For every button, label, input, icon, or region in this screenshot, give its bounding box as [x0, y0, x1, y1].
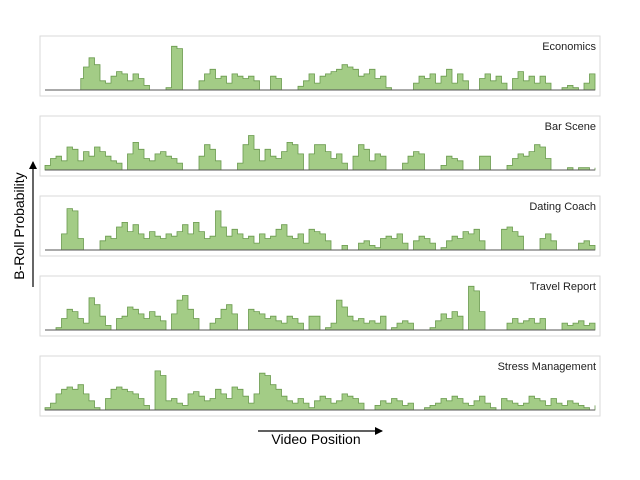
panel-title: Stress Management — [498, 361, 596, 373]
panel-bar-scene: Bar Scene — [39, 115, 601, 177]
panels-container: Economics Bar Scene Dating Coach Travel Rep… — [39, 35, 601, 417]
x-axis-label: Video Position — [271, 431, 360, 447]
panel-title: Bar Scene — [545, 121, 596, 133]
panel-travel-report: Travel Report — [39, 275, 601, 337]
area-series-stress-management — [44, 370, 596, 411]
panel-title: Economics — [542, 41, 596, 53]
panel-title: Travel Report — [530, 281, 596, 293]
panel-economics: Economics — [39, 35, 601, 97]
panel-dating-coach: Dating Coach — [39, 195, 601, 257]
area-series-travel-report — [45, 285, 596, 331]
area-series-bar-scene — [44, 135, 596, 171]
y-axis-label: B-Roll Probability — [11, 172, 27, 279]
panel-stress-management: Stress Management — [39, 355, 601, 417]
panel-title: Dating Coach — [529, 201, 596, 213]
